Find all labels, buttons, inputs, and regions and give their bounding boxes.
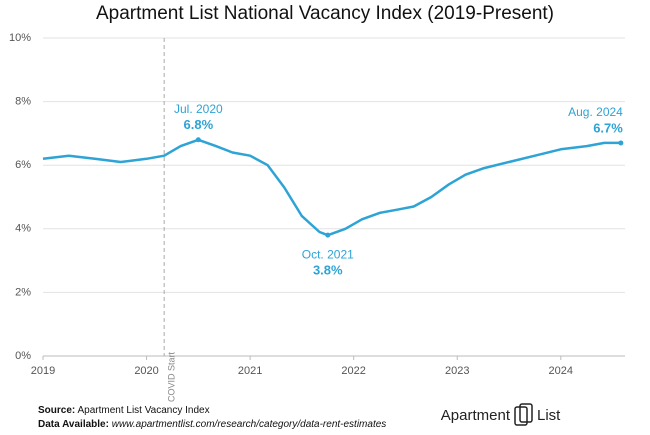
logo-icon: [514, 406, 528, 426]
x-tick-label: 2023: [445, 365, 469, 377]
footer-source: Source: Apartment List Vacancy Index: [38, 405, 210, 416]
annotation-point: [195, 137, 201, 143]
logo-icon: [519, 403, 533, 423]
source: Apartment List Vacancy Index: [77, 405, 209, 416]
logo-text: List: [537, 407, 561, 424]
x-tick-label: 2019: [31, 365, 55, 377]
y-tick-label: 8%: [15, 96, 31, 108]
y-tick-label: 10%: [9, 32, 31, 44]
annotation-date: Oct. 2021: [302, 247, 354, 261]
data-label: Data Available:: [38, 419, 109, 430]
x-tick-label: 2022: [341, 365, 365, 377]
x-tick-label: 2020: [134, 365, 158, 377]
x-tick-label: 2024: [549, 365, 573, 377]
annotation-date: Jul. 2020: [174, 102, 223, 116]
y-tick-label: 0%: [15, 350, 31, 362]
annotation-point: [325, 232, 331, 238]
annotation-point: [618, 140, 624, 146]
footer-data: Data Available: www.apartmentlist.com/re…: [38, 419, 386, 430]
y-tick-label: 6%: [15, 159, 31, 171]
source-label: Source:: [38, 405, 75, 416]
x-tick-label: 2021: [238, 365, 262, 377]
logo-text: Apartment: [441, 407, 511, 424]
logo: Apartment List: [441, 403, 561, 426]
y-tick-label: 4%: [15, 223, 31, 235]
annotation-date: Aug. 2024: [568, 105, 623, 119]
annotation-value: 6.7%: [593, 120, 623, 135]
data-url: www.apartmentlist.com/research/category/…: [112, 419, 387, 430]
event-label: COVID Start: [167, 352, 177, 403]
annotation-value: 6.8%: [184, 117, 214, 132]
series-line: [42, 138, 621, 237]
annotation-value: 3.8%: [313, 263, 343, 278]
chart-title: Apartment List National Vacancy Index (2…: [96, 3, 554, 24]
y-tick-label: 2%: [15, 286, 31, 298]
